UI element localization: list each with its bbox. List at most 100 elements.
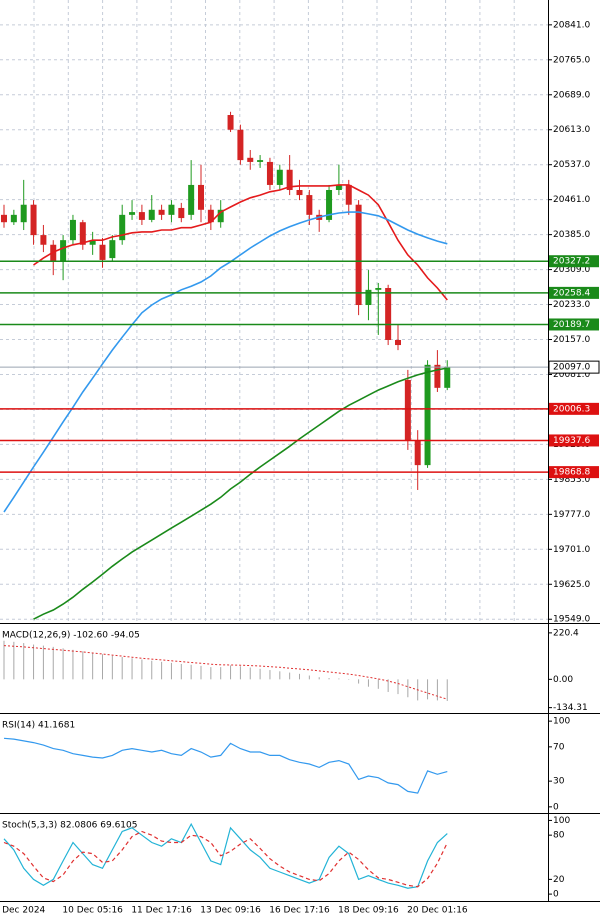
level-label: 20006.3: [553, 404, 590, 414]
x-tick-label: Dec 2024: [2, 906, 45, 916]
y-tick-label: 19625.0: [553, 580, 590, 590]
candle-body: [207, 209, 214, 223]
candle-body: [198, 184, 204, 210]
candle-body: [40, 235, 47, 245]
histogram-bar: [190, 664, 192, 680]
y-tick-label: 20461.0: [553, 195, 590, 205]
candle-body: [30, 204, 37, 236]
candle-body: [20, 204, 27, 223]
candle-body: [414, 440, 421, 466]
last-price-label: 20097.0: [553, 363, 590, 373]
histogram-bar: [377, 679, 379, 689]
histogram-bar: [13, 641, 15, 680]
panel-title: Stoch(5,3,3) 82.0806 69.6105: [2, 821, 137, 831]
candle-body: [119, 214, 126, 241]
histogram-bar: [220, 667, 222, 680]
y-tick-label: 80: [553, 831, 565, 841]
panel-title: MACD(12,26,9) -102.60 -94.05: [2, 631, 140, 641]
histogram-bar: [239, 666, 241, 680]
line: [3, 211, 448, 513]
histogram-bar: [279, 671, 281, 680]
y-tick-label: 20613.0: [553, 125, 590, 135]
candle-body: [385, 287, 392, 340]
line: [3, 737, 448, 794]
level-label: 19937.6: [553, 436, 590, 446]
y-tick-label: 100: [553, 816, 570, 826]
candle-body: [148, 209, 155, 220]
histogram-bar: [3, 640, 5, 680]
histogram-bar: [111, 655, 113, 680]
y-tick-label: 70: [553, 742, 565, 752]
y-tick-label: 220.4: [553, 628, 579, 638]
candle-body: [50, 244, 57, 262]
candle-body: [99, 244, 106, 260]
level-label-box: [549, 466, 599, 479]
candle-body: [247, 157, 254, 162]
candle-body: [326, 190, 333, 220]
histogram-bar: [387, 679, 389, 692]
candle-body: [296, 190, 303, 196]
histogram-bar: [62, 648, 64, 680]
y-tick-label: 19853.0: [553, 475, 590, 485]
y-tick-label: 20157.0: [553, 335, 590, 345]
histogram-bar: [269, 670, 271, 680]
candle-body: [129, 212, 136, 215]
histogram-bar: [446, 679, 448, 701]
y-tick-label: 0.00: [553, 675, 573, 685]
y-tick-label: 20537.0: [553, 160, 590, 170]
candle-body: [266, 161, 273, 185]
candle-body: [168, 204, 175, 215]
histogram-bar: [348, 679, 350, 680]
candle-body: [109, 240, 116, 259]
y-tick-label: 19549.0: [553, 615, 590, 625]
x-tick-label: 16 Dec 17:16: [269, 906, 330, 916]
histogram-bar: [92, 652, 94, 680]
candle-body: [227, 115, 234, 130]
y-tick-label: 20841.0: [553, 20, 590, 30]
histogram-bar: [200, 665, 202, 680]
y-tick-label: 20765.0: [553, 55, 590, 65]
histogram-bar: [299, 673, 300, 680]
panel-title: RSI(14) 41.1681: [2, 721, 75, 731]
y-tick-label: 20689.0: [553, 90, 590, 100]
candle-body: [89, 240, 96, 245]
histogram-bar: [42, 645, 44, 680]
level-label-box: [549, 402, 599, 415]
histogram-bar: [397, 679, 399, 695]
y-tick-label: 20: [553, 875, 565, 885]
candle-body: [10, 214, 17, 223]
histogram-bar: [151, 660, 153, 680]
histogram-bar: [23, 643, 25, 680]
histogram-bar: [180, 663, 182, 680]
x-tick-label: 18 Dec 09:16: [338, 906, 399, 916]
candle-body: [355, 204, 362, 306]
y-tick-label: 100: [553, 717, 570, 727]
histogram-bar: [249, 667, 251, 680]
level-label-box: [549, 255, 599, 268]
y-tick-label: 30: [553, 777, 565, 787]
candle-body: [375, 287, 382, 290]
histogram-bar: [308, 675, 310, 680]
histogram-bar: [210, 667, 212, 680]
line: [33, 184, 448, 301]
candle-body: [276, 169, 283, 185]
histogram-bar: [407, 679, 409, 698]
candle-body: [365, 289, 372, 306]
candle-body: [60, 240, 67, 262]
level-label-box: [549, 286, 599, 299]
candle-body: [306, 195, 313, 215]
histogram-bar: [358, 679, 360, 684]
candle-body: [257, 160, 264, 162]
line: [3, 822, 448, 889]
histogram-bar: [102, 654, 103, 680]
histogram-bar: [367, 679, 369, 687]
candle-body: [188, 184, 195, 215]
candle-body: [434, 364, 441, 388]
level-label: 20189.7: [553, 320, 590, 330]
candle-body: [286, 169, 293, 191]
histogram-bar: [259, 668, 261, 680]
candle-body: [335, 184, 342, 191]
level-label: 19868.8: [553, 468, 590, 478]
y-tick-label: 20309.0: [553, 265, 590, 275]
